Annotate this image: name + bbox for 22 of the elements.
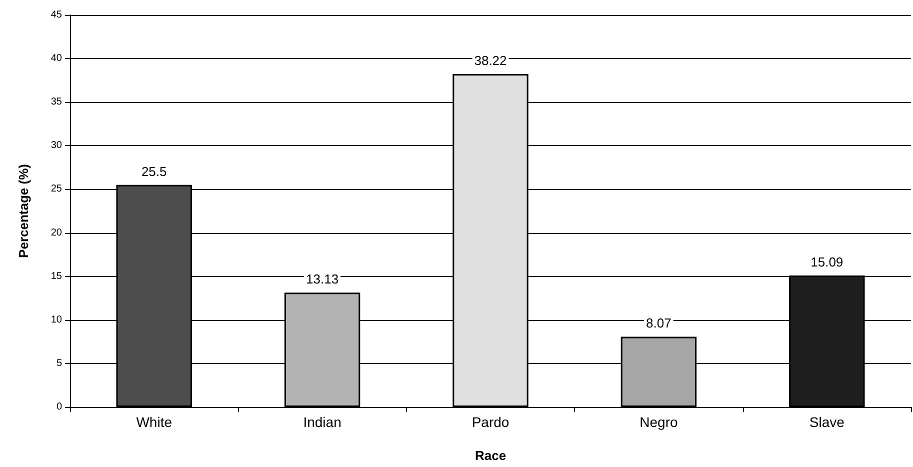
y-tick-label: 0 <box>56 402 62 412</box>
y-tick-label: 15 <box>50 270 62 282</box>
y-tick-label: 5 <box>56 358 62 369</box>
y-tick-label: 45 <box>50 10 62 20</box>
y-tick-label: 30 <box>50 140 62 152</box>
x-tick-label: Negro <box>640 414 678 430</box>
y-tick-label: 20 <box>50 227 62 238</box>
y-axis-title: Percentage (%) <box>16 164 31 258</box>
x-tick-label: White <box>136 414 172 430</box>
data-label: 15.09 <box>810 254 844 270</box>
y-tick-label: 35 <box>50 96 62 108</box>
y-tick-label: 40 <box>50 53 62 64</box>
y-tick-label: 10 <box>50 314 62 326</box>
y-tick-label: 25 <box>50 184 62 195</box>
data-label: 8.07 <box>646 316 672 331</box>
x-tick-label: Indian <box>303 414 342 430</box>
data-label: 13.13 <box>306 272 339 287</box>
x-axis-title: Race <box>474 448 506 463</box>
data-label: 25.5 <box>141 164 167 179</box>
x-tick-label: Pardo <box>472 414 510 430</box>
x-tick-label: Slave <box>809 414 845 430</box>
data-label: 38.22 <box>474 53 507 68</box>
